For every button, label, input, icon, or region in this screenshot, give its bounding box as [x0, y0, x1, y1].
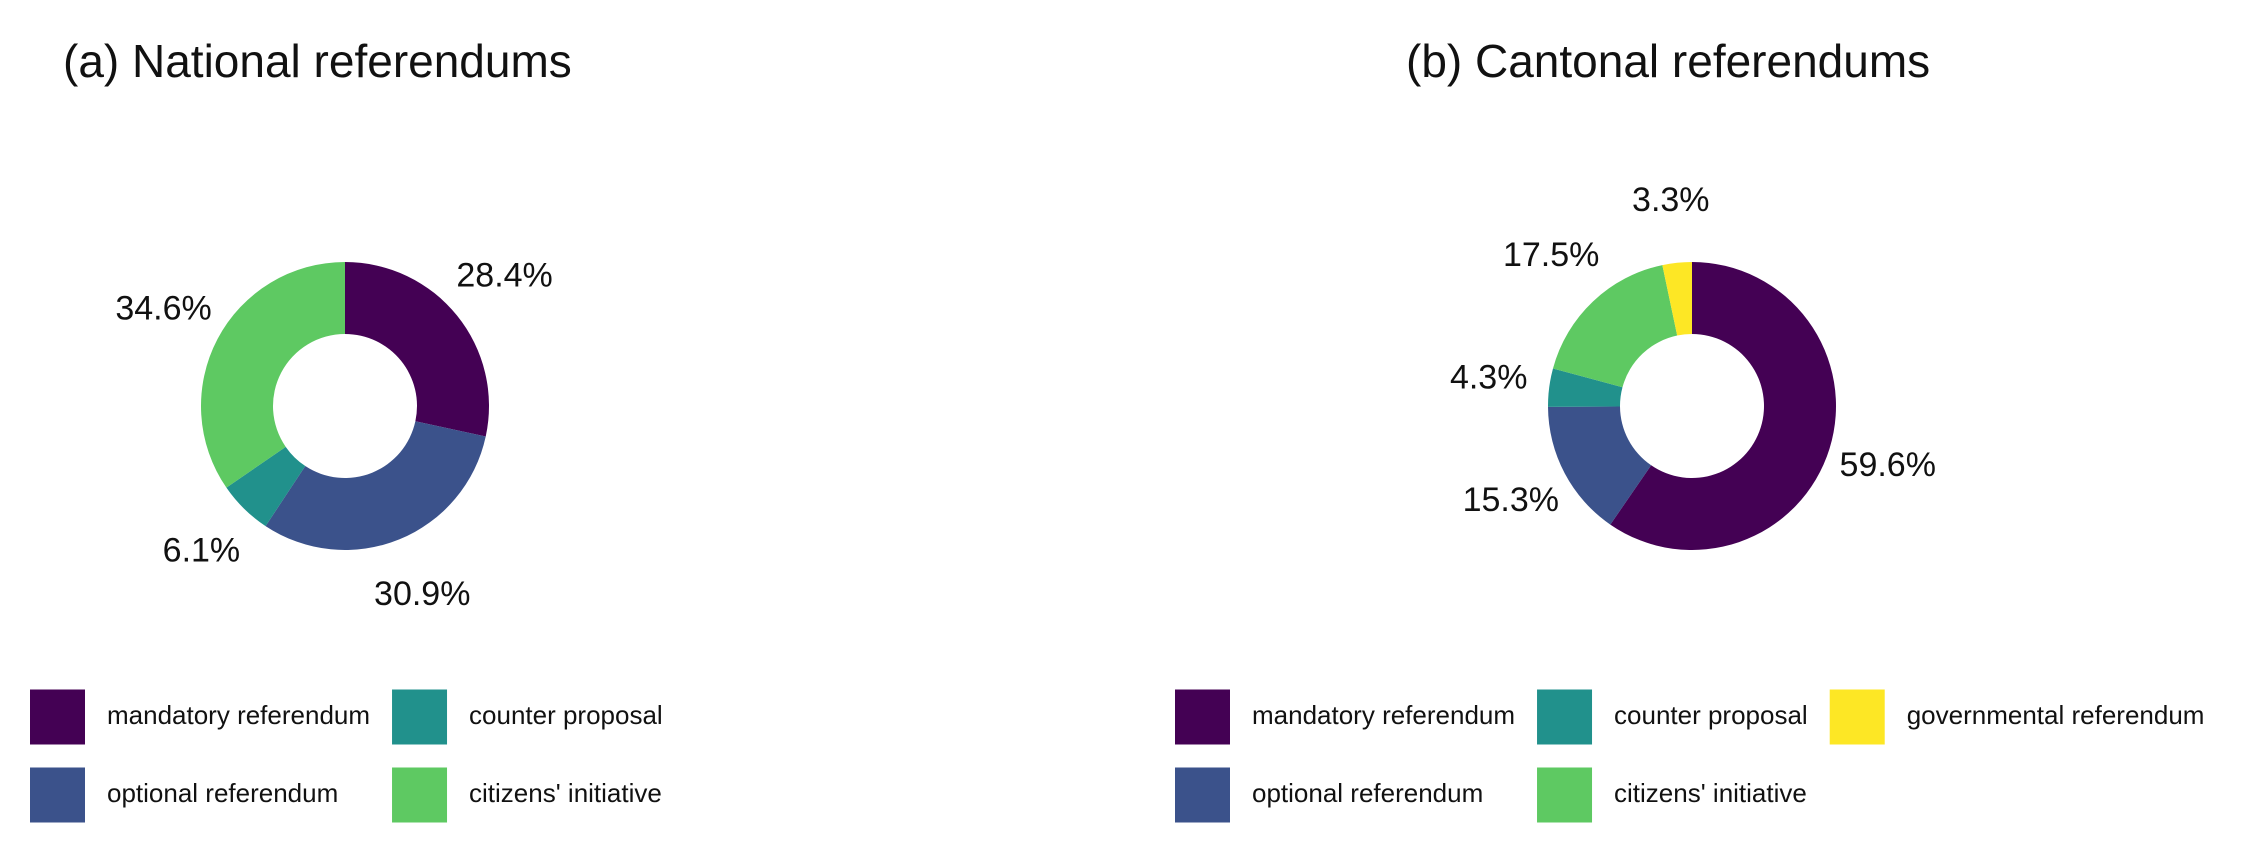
legend-swatch — [1175, 689, 1230, 745]
legend-swatch — [1175, 767, 1230, 823]
legend-label: optional referendum — [1252, 778, 1483, 808]
legend-label: mandatory referendum — [1252, 700, 1515, 730]
value-label: 30.9% — [374, 575, 470, 613]
donut-slice — [1548, 406, 1652, 525]
donut-slice — [1662, 262, 1692, 336]
value-label: 34.6% — [115, 290, 211, 328]
legend-swatch — [392, 767, 448, 823]
legend-label: optional referendum — [107, 778, 338, 808]
legend-label: counter proposal — [469, 700, 663, 730]
donut-slice — [345, 262, 490, 437]
donut-panel: (b) Cantonal referendums 59.6% 15.3% 4.3% 17… — [1175, 35, 2205, 823]
legend-label: governmental referendum — [1907, 700, 2205, 730]
legend-label: citizens' initiative — [1614, 778, 1807, 808]
legend-swatch — [1829, 689, 1885, 745]
legend-swatch — [1537, 689, 1593, 745]
legend-label: citizens' initiative — [469, 778, 662, 808]
legend-label: counter proposal — [1614, 700, 1808, 730]
donut-slice — [1548, 368, 1623, 407]
donut-slice — [226, 446, 306, 527]
chart-title: (a) National referendums — [63, 35, 572, 87]
donut-panel: (a) National referendums 28.4% 30.9% 6.1% 34… — [30, 35, 663, 823]
value-label: 3.3% — [1632, 181, 1710, 219]
value-label: 28.4% — [456, 256, 552, 294]
chart-title: (b) Cantonal referendums — [1406, 35, 1930, 87]
donut-slice — [200, 262, 345, 488]
legend-swatch — [1537, 767, 1593, 823]
value-label: 4.3% — [1450, 359, 1528, 397]
value-label: 15.3% — [1463, 481, 1559, 519]
legend-swatch — [30, 767, 85, 823]
legend-swatch — [392, 689, 448, 745]
legend-label: mandatory referendum — [107, 700, 370, 730]
value-label: 17.5% — [1503, 236, 1599, 274]
donut-slice — [265, 421, 486, 550]
value-label: 59.6% — [1840, 446, 1936, 484]
donut-slice — [1552, 265, 1678, 388]
value-label: 6.1% — [163, 531, 241, 569]
legend-swatch — [30, 689, 85, 745]
donut-slice — [1610, 262, 1836, 550]
